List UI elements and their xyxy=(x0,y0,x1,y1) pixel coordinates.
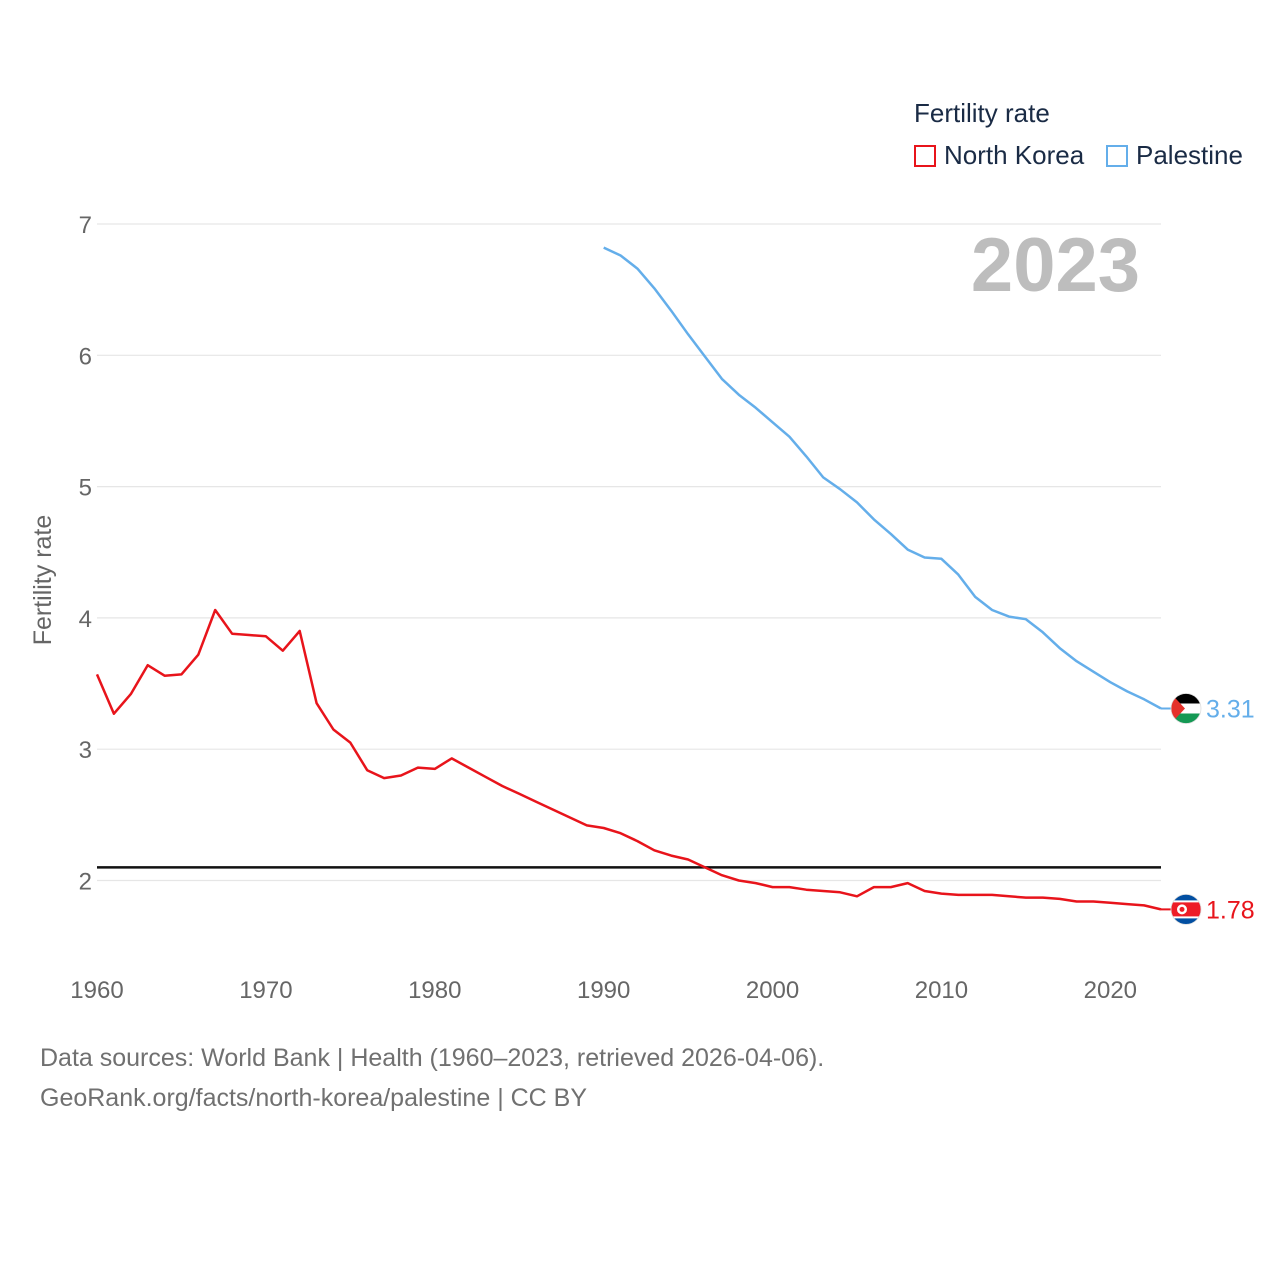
series-line-palestine xyxy=(603,246,1162,710)
x-tick-2010: 2010 xyxy=(915,977,968,1004)
series-lines xyxy=(95,246,1162,911)
north-korea-flag-icon xyxy=(1171,894,1201,925)
x-tick-2020: 2020 xyxy=(1084,977,1137,1004)
current-year-label: 2023 xyxy=(970,223,1140,308)
y-axis-label: Fertility rate xyxy=(29,515,57,646)
legend-label-palestine: Palestine xyxy=(1136,140,1243,170)
end-label-palestine: 3.31 xyxy=(1206,695,1255,723)
legend-title: Fertility rate xyxy=(914,98,1050,128)
palestine-flag-icon xyxy=(1171,693,1201,724)
gridlines xyxy=(97,223,1161,882)
legend-item-palestine[interactable]: Palestine xyxy=(1106,140,1243,171)
y-tick-5: 5 xyxy=(79,475,92,502)
legend-swatch-palestine xyxy=(1106,144,1128,167)
end-label-north-korea: 1.78 xyxy=(1206,896,1255,924)
series-end-markers: 1.78 3.31 xyxy=(1161,693,1255,925)
x-tick-1960: 1960 xyxy=(70,977,123,1004)
x-tick-2000: 2000 xyxy=(746,977,799,1004)
series-line-north-korea xyxy=(95,608,1162,911)
x-tick-1990: 1990 xyxy=(577,977,630,1004)
y-tick-3: 3 xyxy=(79,737,92,764)
footer-sources: Data sources: World Bank | Health (1960–… xyxy=(40,1044,825,1072)
x-tick-1980: 1980 xyxy=(408,977,461,1004)
x-axis-ticks: 1960 1970 1980 1990 2000 2010 2020 xyxy=(70,977,1137,1004)
y-tick-6: 6 xyxy=(79,343,92,370)
y-tick-7: 7 xyxy=(79,212,92,239)
y-axis-ticks: 2 3 4 5 6 7 xyxy=(79,212,92,896)
x-tick-1970: 1970 xyxy=(239,977,292,1004)
y-tick-2: 2 xyxy=(79,869,92,896)
legend-label-north-korea: North Korea xyxy=(944,140,1085,170)
footer-link[interactable]: GeoRank.org/facts/north-korea/palestine … xyxy=(40,1084,588,1112)
legend-item-north-korea[interactable]: North Korea xyxy=(914,140,1084,171)
legend-swatch-north-korea xyxy=(914,144,936,167)
y-tick-4: 4 xyxy=(79,606,92,633)
